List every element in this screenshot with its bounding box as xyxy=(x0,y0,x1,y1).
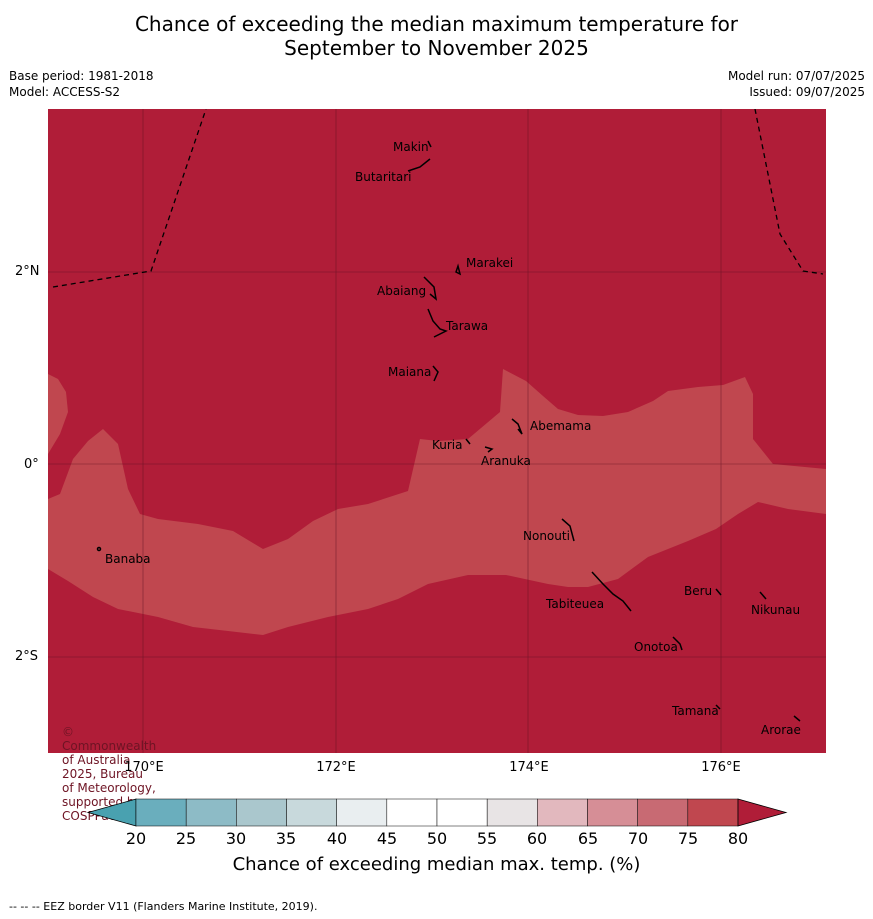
label-beru: Beru xyxy=(684,584,713,598)
lon-label-174e: 174°E xyxy=(509,760,549,775)
colorbar-segment-35 xyxy=(286,798,337,827)
issued-date: Issued: 09/07/2025 xyxy=(749,85,865,99)
cbar-tick-80: 80 xyxy=(727,829,749,848)
colorbar-segment-20 xyxy=(135,798,187,827)
label-aranuka: Aranuka xyxy=(481,454,531,468)
island-tamana xyxy=(715,704,721,710)
island-tarawa xyxy=(427,308,448,338)
title-line-2: September to November 2025 xyxy=(284,36,589,60)
island-outlines xyxy=(96,140,801,722)
meta-left: Base period: 1981-2018 Model: ACCESS-S2 xyxy=(9,68,154,100)
label-nikunau: Nikunau xyxy=(751,603,801,617)
cbar-tick-75: 75 xyxy=(677,829,699,848)
colorbar-segment-70 xyxy=(637,798,689,827)
island-butaritari xyxy=(407,158,431,172)
label-maiana: Maiana xyxy=(388,365,432,379)
island-beru xyxy=(715,588,722,596)
colorbar-segment-40 xyxy=(336,798,388,827)
eez-footnote: -- -- -- EEZ border V11 (Flanders Marine… xyxy=(9,900,318,913)
label-tarawa: Tarawa xyxy=(446,319,489,333)
base-period: Base period: 1981-2018 xyxy=(9,69,154,83)
island-abemama xyxy=(511,418,523,435)
model-name: Model: ACCESS-S2 xyxy=(9,85,121,99)
eez-border xyxy=(52,109,824,288)
colorbar-segment-50 xyxy=(436,798,488,827)
island-onotoa xyxy=(672,636,683,651)
colorbar-arrow-high xyxy=(737,798,788,827)
island-nikunau xyxy=(759,591,767,600)
cbar-tick-45: 45 xyxy=(376,829,398,848)
label-kuria: Kuria xyxy=(432,438,463,452)
island-nonouti xyxy=(561,518,575,542)
island-arorae xyxy=(793,715,801,722)
island-tabiteuea xyxy=(591,571,632,612)
cbar-tick-35: 35 xyxy=(275,829,297,848)
label-abemama: Abemama xyxy=(530,419,592,433)
island-marakei xyxy=(455,263,462,276)
cbar-tick-20: 20 xyxy=(125,829,147,848)
cbar-tick-50: 50 xyxy=(426,829,448,848)
probability-map xyxy=(48,109,826,753)
colorbar-segment-60 xyxy=(537,798,588,827)
lon-label-170e: 170°E xyxy=(124,760,164,775)
island-maiana xyxy=(432,365,439,382)
cbar-tick-60: 60 xyxy=(526,829,548,848)
cbar-tick-65: 65 xyxy=(577,829,599,848)
cbar-tick-70: 70 xyxy=(627,829,649,848)
label-banaba: Banaba xyxy=(105,552,151,566)
label-onotoa: Onotoa xyxy=(634,640,678,654)
map-band-75-80 xyxy=(48,369,826,635)
lat-label-2n: 2°N xyxy=(15,264,40,279)
label-nonouti: Nonouti xyxy=(523,529,570,543)
colorbar-arrow-low xyxy=(86,798,137,827)
island-abaiang xyxy=(423,276,438,301)
colorbar-label: Chance of exceeding median max. temp. (%… xyxy=(232,854,641,875)
colorbar-segment-75 xyxy=(687,798,739,827)
island-banaba xyxy=(96,546,102,552)
colorbar-segment-65 xyxy=(587,798,638,827)
cbar-tick-40: 40 xyxy=(326,829,348,848)
cbar-tick-25: 25 xyxy=(175,829,197,848)
eez-border-east xyxy=(754,109,824,275)
colorbar xyxy=(86,798,788,827)
model-run: Model run: 07/07/2025 xyxy=(727,69,865,83)
colorbar-segment-25 xyxy=(185,798,237,827)
meta-right: Model run: 07/07/2025 Issued: 09/07/2025 xyxy=(728,68,865,100)
colorbar-segments xyxy=(86,798,788,827)
lat-label-2s: 2°S xyxy=(15,649,39,664)
colorbar-segment-45 xyxy=(386,798,438,827)
cbar-tick-30: 30 xyxy=(225,829,247,848)
map-title: Chance of exceeding the median maximum t… xyxy=(0,12,873,60)
eez-border-west xyxy=(52,109,207,288)
map-copyright: © Commonwealth of Australia 2025, Bureau… xyxy=(62,725,157,823)
island-kuria xyxy=(465,438,471,445)
island-aranuka xyxy=(484,446,494,453)
colorbar-segment-55 xyxy=(486,798,538,827)
graticule xyxy=(48,109,826,753)
lon-label-172e: 172°E xyxy=(316,760,356,775)
lon-label-176e: 176°E xyxy=(701,760,741,775)
lat-label-0: 0° xyxy=(24,457,39,472)
cbar-tick-55: 55 xyxy=(476,829,498,848)
label-tabiteuea: Tabiteuea xyxy=(546,597,605,611)
colorbar-segment-30 xyxy=(236,798,287,827)
label-makin: Makin xyxy=(393,140,429,154)
label-abaiang: Abaiang xyxy=(377,284,427,298)
title-line-1: Chance of exceeding the median maximum t… xyxy=(134,12,739,36)
label-butaritari: Butaritari xyxy=(355,170,412,184)
label-tamana: Tamana xyxy=(672,704,719,718)
label-marakei: Marakei xyxy=(466,256,514,270)
label-arorae: Arorae xyxy=(761,723,801,737)
island-makin xyxy=(427,140,432,148)
